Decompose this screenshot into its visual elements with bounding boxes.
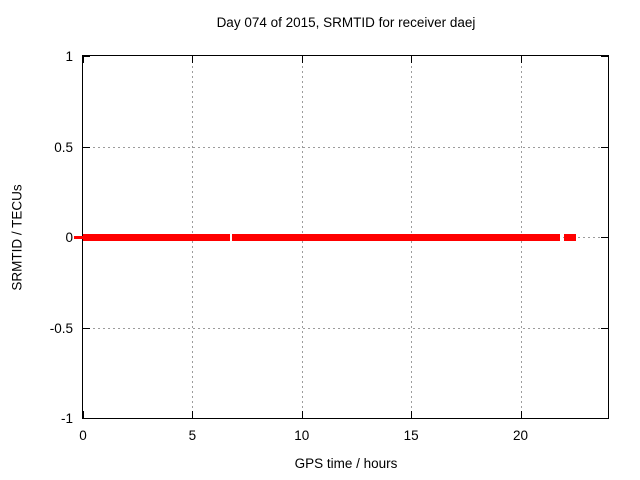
y-tick-label: -0.5 xyxy=(49,320,73,336)
y-tick-right xyxy=(601,146,608,148)
y-tick-label: 0 xyxy=(65,230,73,245)
x-tick-label: 20 xyxy=(512,428,529,443)
x-tick-bottom xyxy=(520,411,522,418)
x-tick-bottom xyxy=(411,411,413,418)
y-tick-right xyxy=(601,418,608,419)
zero-tick-red-dash xyxy=(74,236,83,239)
y-tick-label: 1 xyxy=(65,49,73,64)
y-gridline xyxy=(83,146,608,148)
y-tick-right xyxy=(601,56,608,57)
y-tick-label: 0.5 xyxy=(54,139,73,155)
y-tick-left xyxy=(83,327,90,329)
y-tick-label: -1 xyxy=(60,411,73,426)
y-tick-left xyxy=(83,56,90,57)
x-tick-label: 0 xyxy=(79,428,87,443)
x-tick-bottom xyxy=(192,411,194,418)
x-tick-label: 15 xyxy=(403,428,419,443)
x-tick-bottom xyxy=(301,411,303,418)
y-tick-left xyxy=(83,418,90,419)
x-tick-top xyxy=(411,56,413,63)
y-tick-right xyxy=(601,327,608,329)
x-tick-top xyxy=(192,56,194,63)
x-tick-bottom xyxy=(83,411,84,418)
y-gridline xyxy=(83,327,608,329)
x-axis-label: GPS time / hours xyxy=(294,456,398,471)
x-tick-top xyxy=(301,56,303,63)
data-segment xyxy=(231,234,560,241)
x-tick-top xyxy=(83,56,84,63)
chart-title: Day 074 of 2015, SRMTID for receiver dae… xyxy=(216,15,476,30)
y-tick-left xyxy=(83,146,90,148)
plot-area xyxy=(82,55,609,419)
x-tick-label: 5 xyxy=(188,428,197,443)
x-tick-top xyxy=(520,56,522,63)
data-segment xyxy=(563,234,577,241)
y-tick-right xyxy=(601,237,608,238)
data-segment xyxy=(83,234,230,241)
x-tick-label: 10 xyxy=(294,428,310,443)
